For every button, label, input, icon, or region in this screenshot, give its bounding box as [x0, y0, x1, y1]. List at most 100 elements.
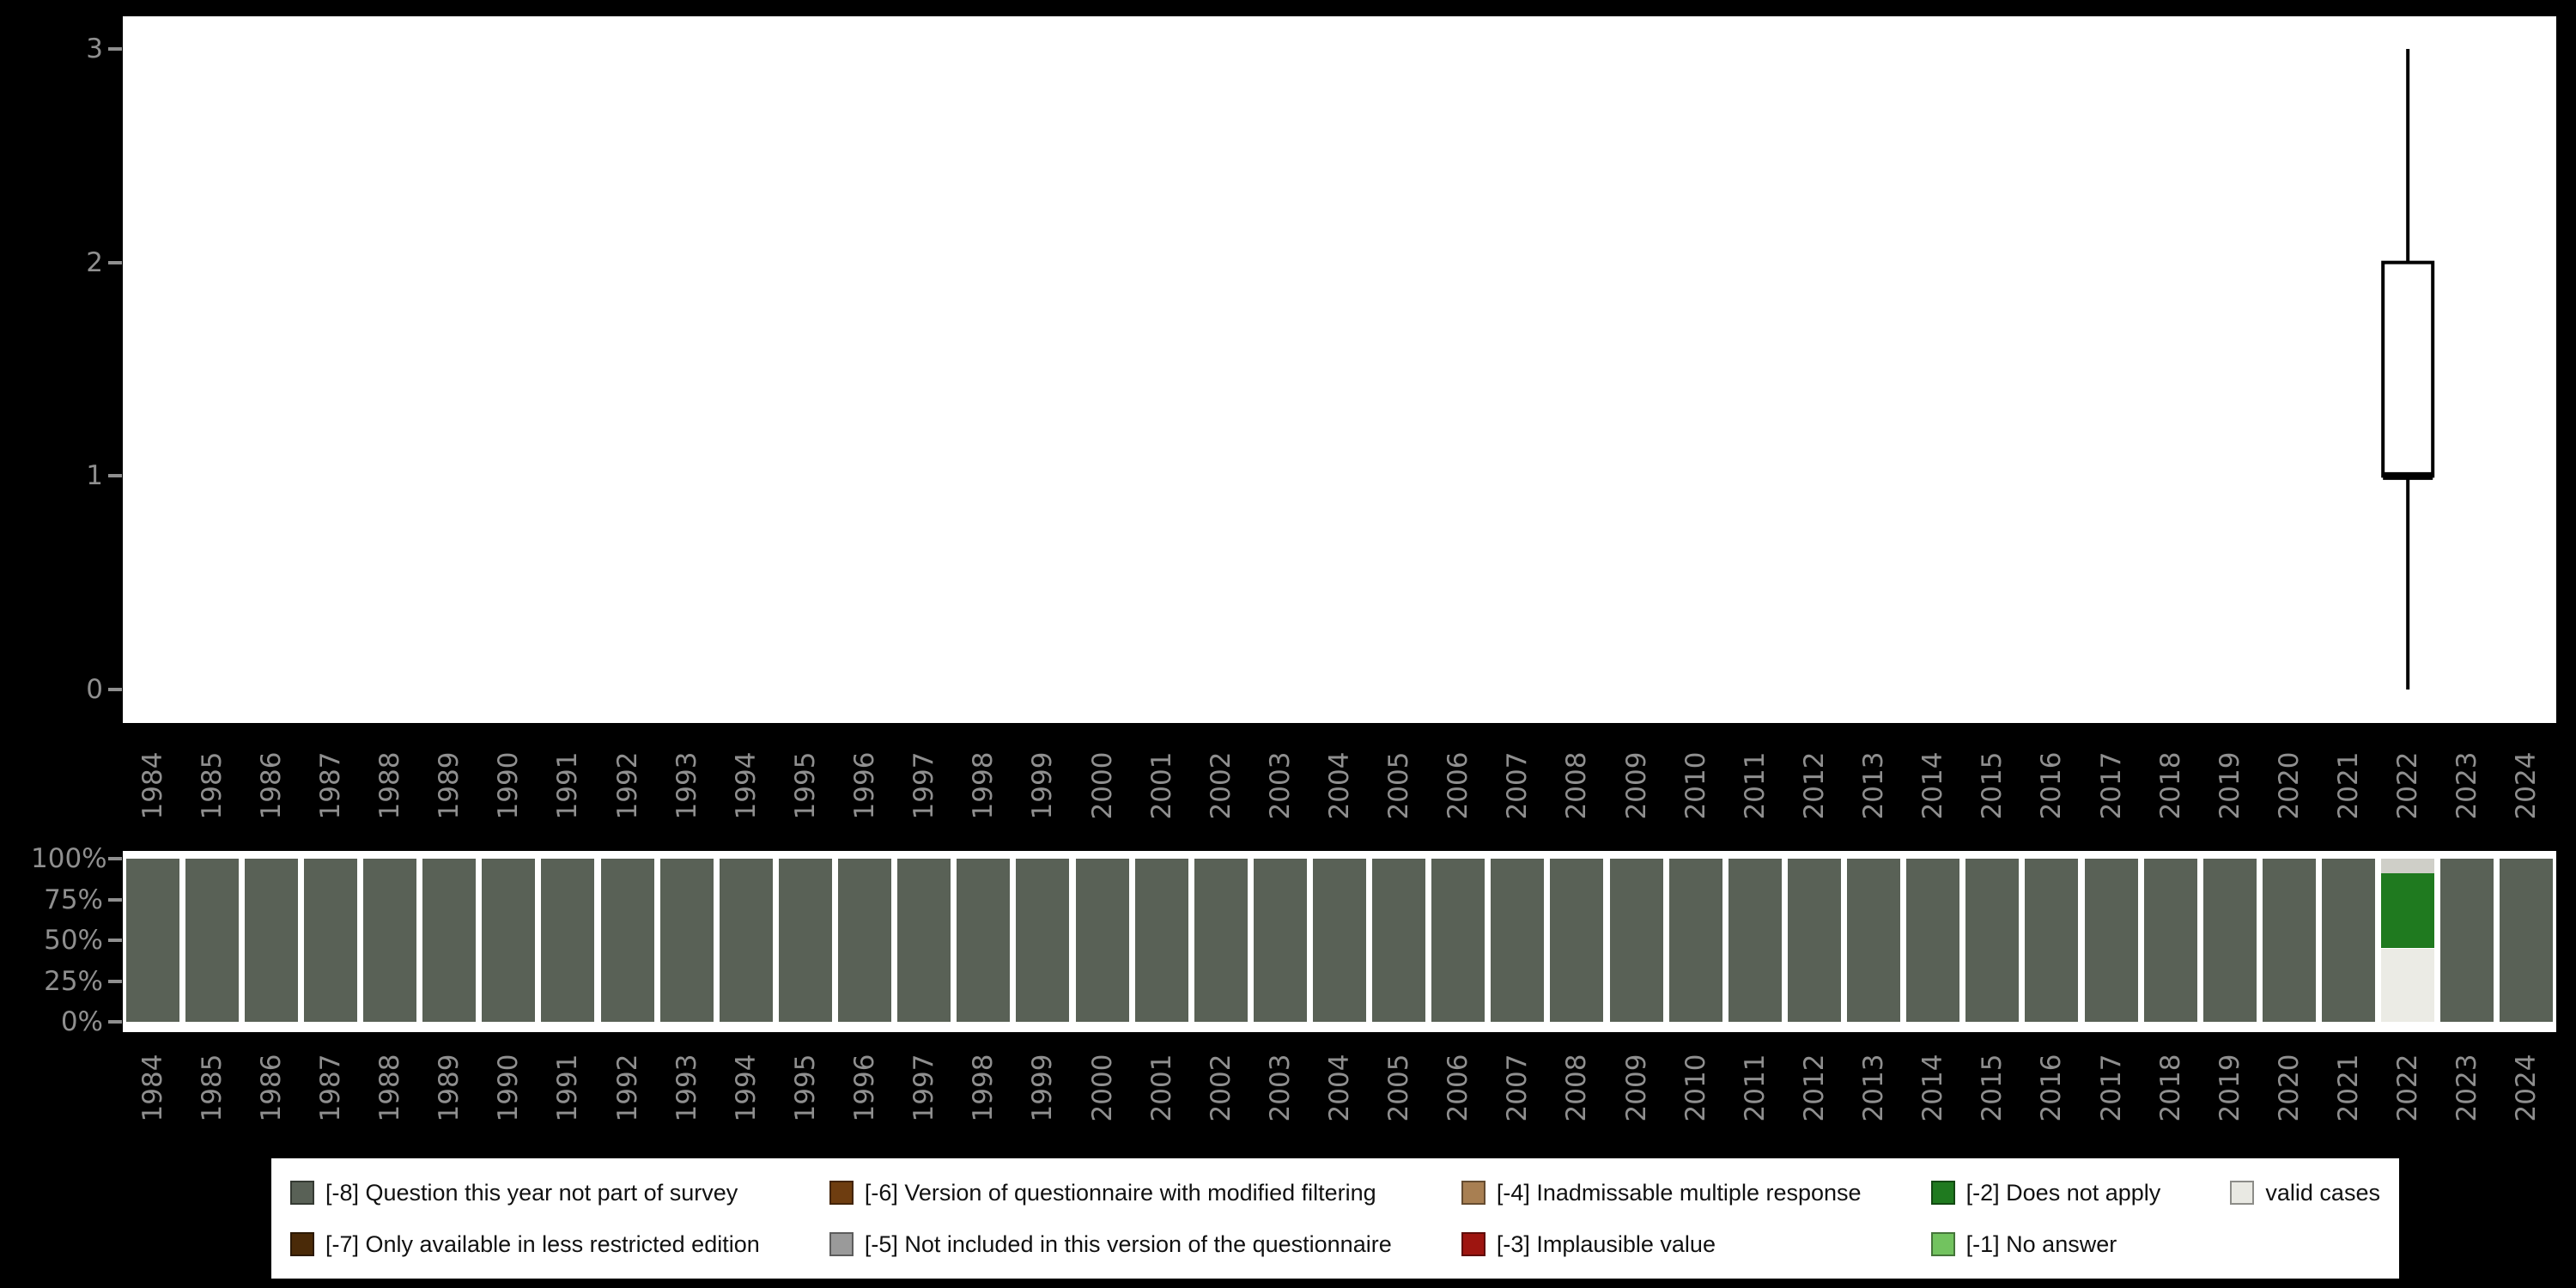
bar-ytick-mark [108, 1020, 122, 1024]
legend-label: [-3] Implausible value [1496, 1230, 1716, 1257]
bar-segment [2025, 859, 2079, 1022]
bar-segment [2381, 859, 2435, 874]
bar-segment [659, 859, 714, 1022]
x-axis-year-label: 1997 [908, 751, 940, 820]
x-axis-year-label: 2024 [2511, 1054, 2543, 1122]
x-axis-year-label: 2024 [2511, 751, 2543, 820]
x-axis-year-label: 2014 [1917, 751, 1949, 820]
x-axis-year-label: 2000 [1086, 751, 1118, 820]
bar-segment [2202, 859, 2257, 1022]
x-axis-year-label: 1993 [671, 1054, 702, 1122]
x-axis-year-label: 2013 [1858, 1054, 1890, 1122]
bar-segment [1134, 859, 1188, 1022]
x-axis-year-label: 2001 [1145, 751, 1177, 820]
x-axis-year-label: 1990 [493, 751, 525, 820]
x-axis-year-label: 1994 [730, 751, 762, 820]
x-axis-year-label: 1999 [1027, 751, 1059, 820]
x-axis-year-label: 2014 [1917, 1054, 1949, 1122]
boxplot-ytick-label: 0 [86, 674, 103, 705]
x-axis-year-label: 2011 [1739, 1054, 1771, 1122]
bar-segment [185, 859, 239, 1022]
bar-ytick-label: 100% [31, 843, 107, 874]
x-axis-year-label: 1994 [730, 1054, 762, 1122]
legend-item: [-6] Version of questionnaire with modif… [829, 1167, 1392, 1218]
x-axis-year-label: 2021 [2333, 751, 2365, 820]
x-axis-year-label: 1986 [255, 751, 287, 820]
bar-segment [541, 859, 595, 1022]
legend-label: [-8] Question this year not part of surv… [325, 1179, 738, 1206]
legend-swatch [2230, 1181, 2255, 1205]
x-axis-year-label: 1991 [552, 751, 584, 820]
x-axis-year-label: 2008 [1561, 751, 1593, 820]
x-axis-year-label: 1985 [196, 1054, 228, 1122]
x-axis-year-label: 1984 [137, 1054, 168, 1122]
bar-segment [363, 859, 417, 1022]
x-axis-year-label: 1995 [789, 1054, 821, 1122]
bar-segment [2440, 859, 2494, 1022]
legend-swatch [290, 1232, 314, 1256]
bar-ytick-label: 75% [44, 884, 103, 915]
x-axis-year-label: 1986 [255, 1054, 287, 1122]
x-axis-year-label: 1998 [968, 1054, 999, 1122]
x-axis-year-label: 1997 [908, 1054, 940, 1122]
legend-label: [-2] Does not apply [1965, 1179, 2161, 1206]
x-axis-year-label: 1991 [552, 1054, 584, 1122]
x-axis-year-label: 2006 [1443, 751, 1474, 820]
x-axis-year-label: 2020 [2273, 1054, 2305, 1122]
x-axis-year-label: 2019 [2214, 1054, 2245, 1122]
bar-segment [422, 859, 477, 1022]
bar-ytick-label: 0% [60, 1006, 103, 1037]
legend-swatch [1461, 1232, 1485, 1256]
legend-swatch [1930, 1181, 1955, 1205]
bar-segment [1253, 859, 1307, 1022]
bar-segment [1016, 859, 1070, 1022]
x-axis-year-label: 1992 [611, 751, 643, 820]
bar-segment [2262, 859, 2316, 1022]
bar-segment [1609, 859, 1663, 1022]
bar-segment [2381, 873, 2435, 949]
x-axis-year-label: 1990 [493, 1054, 525, 1122]
bar-segment [2143, 859, 2197, 1022]
bar-segment [1550, 859, 1604, 1022]
x-axis-year-label: 2016 [2036, 1054, 2068, 1122]
bar-segment [897, 859, 951, 1022]
legend-label: [-7] Only available in less restricted e… [325, 1230, 760, 1257]
bar-segment [838, 859, 892, 1022]
x-axis-year-label: 2005 [1383, 751, 1415, 820]
legend-item: [-4] Inadmissable multiple response [1461, 1167, 1862, 1218]
x-axis-year-label: 2021 [2333, 1054, 2365, 1122]
boxplot-ytick-label: 1 [86, 460, 103, 492]
x-axis-year-label: 2017 [2095, 751, 2127, 820]
x-axis-year-label: 1996 [849, 1054, 881, 1122]
bar-segment [303, 859, 357, 1022]
legend-label: [-4] Inadmissable multiple response [1496, 1179, 1862, 1206]
bar-ytick-mark [108, 979, 122, 983]
legend: [-8] Question this year not part of surv… [271, 1158, 2399, 1279]
bar-segment [2084, 859, 2138, 1022]
x-axis-year-label: 2013 [1858, 751, 1890, 820]
x-axis-year-label: 1985 [196, 751, 228, 820]
x-axis-year-label: 2002 [1205, 751, 1236, 820]
legend-item: [-7] Only available in less restricted e… [290, 1218, 760, 1270]
x-axis-year-label: 1999 [1027, 1054, 1059, 1122]
legend-item: [-1] No answer [1930, 1218, 2161, 1270]
legend-swatch [829, 1181, 854, 1205]
boxplot-ytick-mark [108, 688, 122, 691]
x-axis-year-label: 1988 [374, 751, 406, 820]
x-axis-year-label: 1995 [789, 751, 821, 820]
x-axis-year-label: 2002 [1205, 1054, 1236, 1122]
stacked-bar-panel [123, 851, 2556, 1032]
x-axis-year-label: 2010 [1680, 1054, 1711, 1122]
boxplot-ytick-mark [108, 474, 122, 478]
x-axis-year-label: 1993 [671, 751, 702, 820]
bar-segment [2322, 859, 2376, 1022]
x-axis-year-label: 2011 [1739, 751, 1771, 820]
x-axis-year-label: 2015 [1977, 751, 2008, 820]
bar-segment [1668, 859, 1722, 1022]
boxplot-ytick-mark [108, 260, 122, 264]
x-axis-year-label: 2004 [1324, 751, 1355, 820]
boxplot-panel [123, 16, 2556, 723]
legend-item: [-2] Does not apply [1930, 1167, 2161, 1218]
boxplot-ytick-mark [108, 47, 122, 51]
x-axis-year-label: 2004 [1324, 1054, 1355, 1122]
